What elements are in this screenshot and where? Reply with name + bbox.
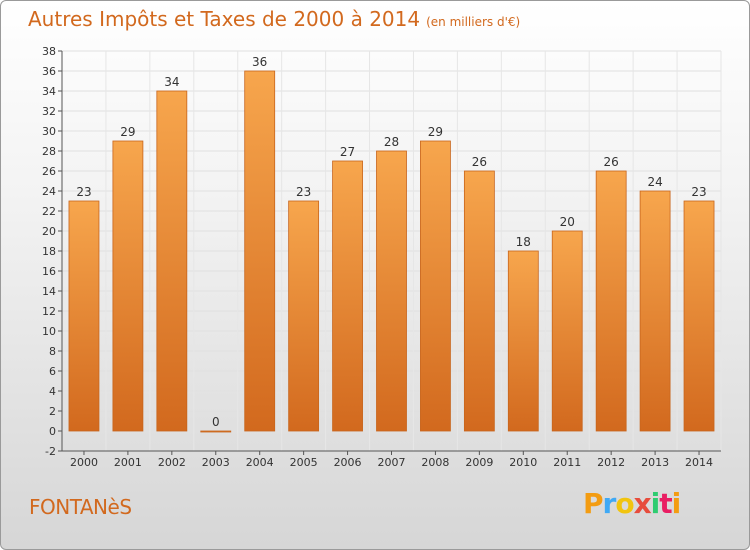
y-tick-label: 24 [42,185,56,198]
x-tick-label: 2001 [114,456,142,469]
bar [156,90,188,432]
y-tick-label: 6 [49,365,56,378]
y-tick-label: 8 [49,345,56,358]
data-label: 27 [340,145,355,159]
logo-letter: t [659,487,672,520]
bar [112,140,144,432]
bar [507,250,539,432]
x-tick-label: 2011 [553,456,581,469]
logo-letter: o [615,487,634,520]
data-label: 23 [296,185,311,199]
proxiti-logo[interactable]: Proxiti [583,487,682,520]
bar [200,430,232,433]
logo-letter: i [671,487,682,520]
logo-letter: x [633,487,652,520]
bar [68,200,100,432]
bars [68,70,715,433]
bar [551,230,583,432]
y-tick-label: 0 [49,425,56,438]
bar [683,200,715,432]
x-tick-label: 2005 [290,456,318,469]
logo-letter: i [650,487,661,520]
y-tick-label: 10 [42,325,56,338]
chart-title: Autres Impôts et Taxes de 2000 à 2014 (en… [28,7,520,31]
axes: -202468101214161820222426283032343638200… [42,45,721,469]
data-label: 28 [384,135,399,149]
x-tick-label: 2009 [465,456,493,469]
y-tick-label: 38 [42,45,56,58]
place-name: FONTANèS [29,495,132,519]
x-tick-label: 2000 [70,456,98,469]
data-label: 23 [691,185,706,199]
y-tick-label: 30 [42,125,56,138]
y-tick-label: 16 [42,265,56,278]
bar [463,170,495,432]
y-tick-label: 34 [42,85,56,98]
x-tick-label: 2014 [685,456,713,469]
bar [288,200,320,432]
bar [376,150,407,432]
y-tick-label: 20 [42,225,56,238]
x-tick-label: 2012 [597,456,625,469]
data-label: 24 [647,175,662,189]
data-label: 36 [252,55,267,69]
y-tick-label: 12 [42,305,56,318]
x-tick-label: 2004 [246,456,274,469]
y-tick-label: 26 [42,165,56,178]
y-tick-label: 18 [42,245,56,258]
x-tick-label: 2013 [641,456,669,469]
bar [639,190,671,432]
value-labels: 23 29 34 0 36 23 27 28 29 26 18 20 26 24 23 [76,55,706,429]
y-tick-label: -2 [45,445,56,458]
bar [595,170,627,432]
y-tick-label: 32 [42,105,56,118]
x-tick-label: 2008 [421,456,449,469]
x-tick-label: 2006 [334,456,362,469]
data-label: 29 [120,125,135,139]
y-tick-label: 28 [42,145,56,158]
x-tick-label: 2010 [509,456,537,469]
x-tick-label: 2003 [202,456,230,469]
data-label: 26 [604,155,619,169]
logo-letter: P [583,487,604,520]
y-tick-label: 4 [49,385,56,398]
data-label: 18 [516,235,531,249]
data-label: 26 [472,155,487,169]
x-tick-label: 2007 [378,456,406,469]
logo-letter: r [602,487,617,520]
y-tick-label: 22 [42,205,56,218]
data-label: 34 [164,75,179,89]
data-label: 29 [428,125,443,139]
bar [420,140,451,432]
data-label: 0 [212,415,220,429]
y-tick-label: 36 [42,65,56,78]
y-tick-label: 2 [49,405,56,418]
chart-unit: (en milliers d'€) [426,15,521,29]
bar [332,160,363,432]
chart-title-text: Autres Impôts et Taxes de 2000 à 2014 [28,7,421,31]
y-tick-label: 14 [42,285,56,298]
data-label: 20 [560,215,575,229]
data-label: 23 [76,185,91,199]
bar [244,70,276,432]
x-tick-label: 2002 [158,456,186,469]
